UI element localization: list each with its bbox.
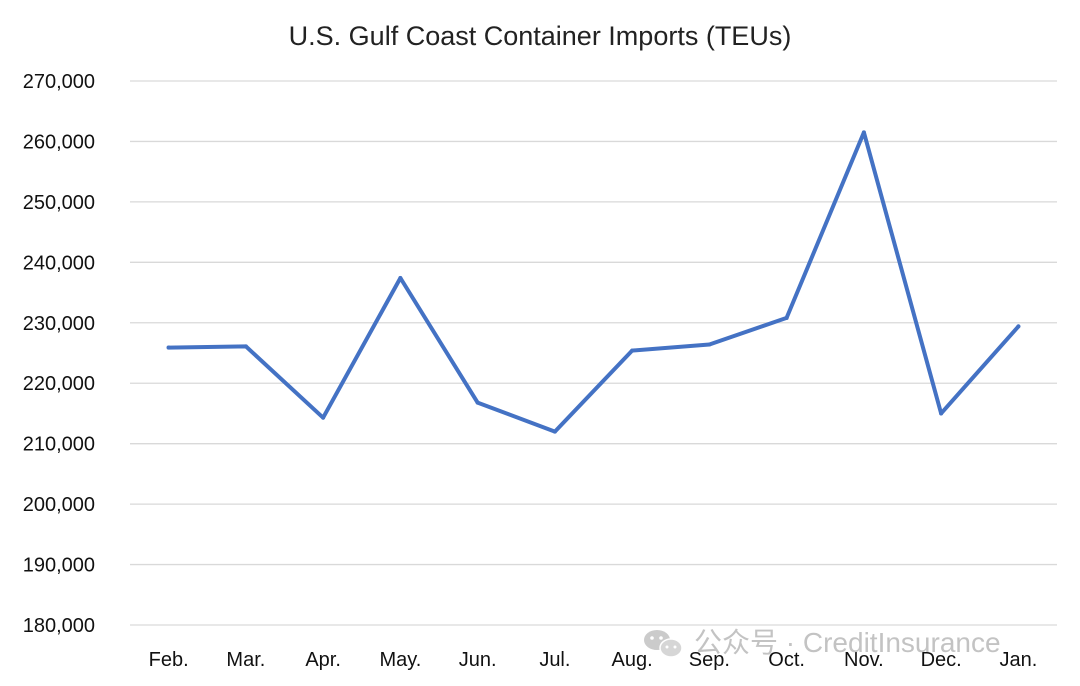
data-point: [861, 130, 866, 135]
x-tick-label: Apr.: [305, 649, 341, 671]
x-tick-label: Sep.: [689, 649, 730, 671]
y-tick-label: 260,000: [23, 131, 95, 153]
y-tick-label: 200,000: [23, 494, 95, 516]
y-tick-label: 180,000: [23, 615, 95, 637]
watermark-text: 公众号 · CreditInsurance: [694, 627, 1001, 658]
data-point: [552, 429, 557, 434]
y-tick-label: 240,000: [23, 252, 95, 274]
watermark: 公众号 · CreditInsurance: [644, 627, 1001, 658]
wechat-icon: [644, 630, 683, 658]
x-axis-labels: Feb. Mar. Apr. May. Jun. Jul. Aug. Sep. Oct. Nov.…: [149, 649, 1038, 671]
data-point: [630, 348, 635, 353]
y-tick-label: 270,000: [23, 71, 95, 93]
data-point: [939, 411, 944, 416]
y-axis-labels: 180,000 190,000 200,000 210,000 220,000 230,0…: [23, 71, 95, 637]
x-tick-label: Aug.: [612, 649, 653, 671]
data-point: [1016, 324, 1021, 329]
x-tick-label: Oct.: [768, 649, 805, 671]
x-tick-label: Feb.: [149, 649, 189, 671]
x-tick-label: Jun.: [459, 649, 497, 671]
x-tick-label: Jan.: [999, 649, 1037, 671]
x-tick-label: Mar.: [226, 649, 265, 671]
data-point: [784, 315, 789, 320]
chart-title: U.S. Gulf Coast Container Imports (TEUs): [289, 21, 792, 51]
y-tick-label: 210,000: [23, 434, 95, 456]
data-point: [243, 344, 248, 349]
y-tick-label: 220,000: [23, 373, 95, 395]
data-point: [398, 276, 403, 281]
x-tick-label: Jul.: [539, 649, 570, 671]
y-tick-label: 230,000: [23, 313, 95, 335]
x-tick-label: Dec.: [921, 649, 962, 671]
data-point: [475, 400, 480, 405]
series-layer: [166, 130, 1021, 434]
data-point: [707, 342, 712, 347]
data-point: [321, 415, 326, 420]
gridlines: [130, 80, 1057, 626]
series-line: [166, 130, 1021, 434]
data-point: [166, 345, 171, 350]
x-tick-label: Nov.: [844, 649, 884, 671]
x-tick-label: May.: [379, 649, 421, 671]
y-tick-label: 190,000: [23, 555, 95, 577]
y-tick-label: 250,000: [23, 192, 95, 214]
